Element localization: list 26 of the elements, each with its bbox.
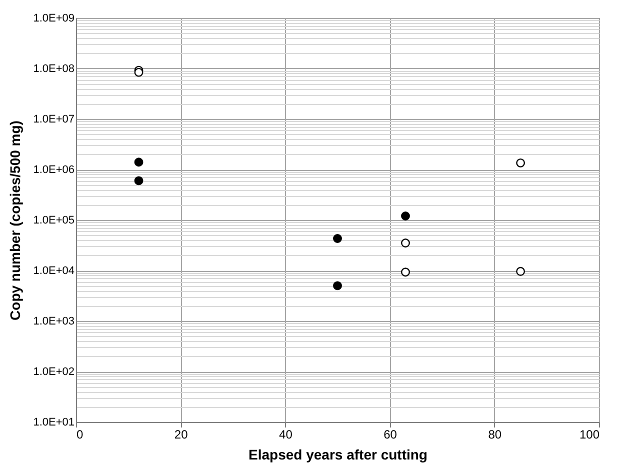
x-axis-title: Elapsed years after cutting: [248, 446, 428, 462]
y-tick-label: 1.0E+09: [33, 12, 74, 24]
y-tick-label: 1.0E+01: [33, 416, 74, 428]
x-tick-label: 40: [279, 428, 293, 442]
point: [134, 176, 144, 186]
point: [401, 238, 410, 248]
y-tick-label: 1.0E+07: [33, 114, 74, 126]
x-tick-label: 60: [384, 428, 398, 442]
y-tick-label: 1.0E+06: [33, 164, 74, 176]
y-axis-title: Copy number (copies/500 mg): [7, 120, 24, 320]
x-tick-label: 100: [579, 428, 600, 442]
y-tick-label: 1.0E+08: [33, 63, 74, 75]
y-tick-label: 1.0E+02: [33, 366, 74, 378]
x-tick-label: 80: [488, 428, 502, 442]
point: [333, 234, 342, 243]
y-tick-label: 1.0E+03: [33, 316, 74, 328]
point: [333, 281, 342, 290]
point: [401, 212, 410, 220]
x-tick-label: 0: [76, 428, 84, 442]
y-tick-label: 1.0E+04: [33, 265, 74, 277]
y-tick-label: 1.0E+05: [33, 214, 74, 226]
point: [516, 158, 526, 168]
point: [401, 268, 410, 277]
point: [134, 158, 144, 167]
x-tick-label: 20: [174, 428, 188, 442]
point: [516, 266, 526, 276]
